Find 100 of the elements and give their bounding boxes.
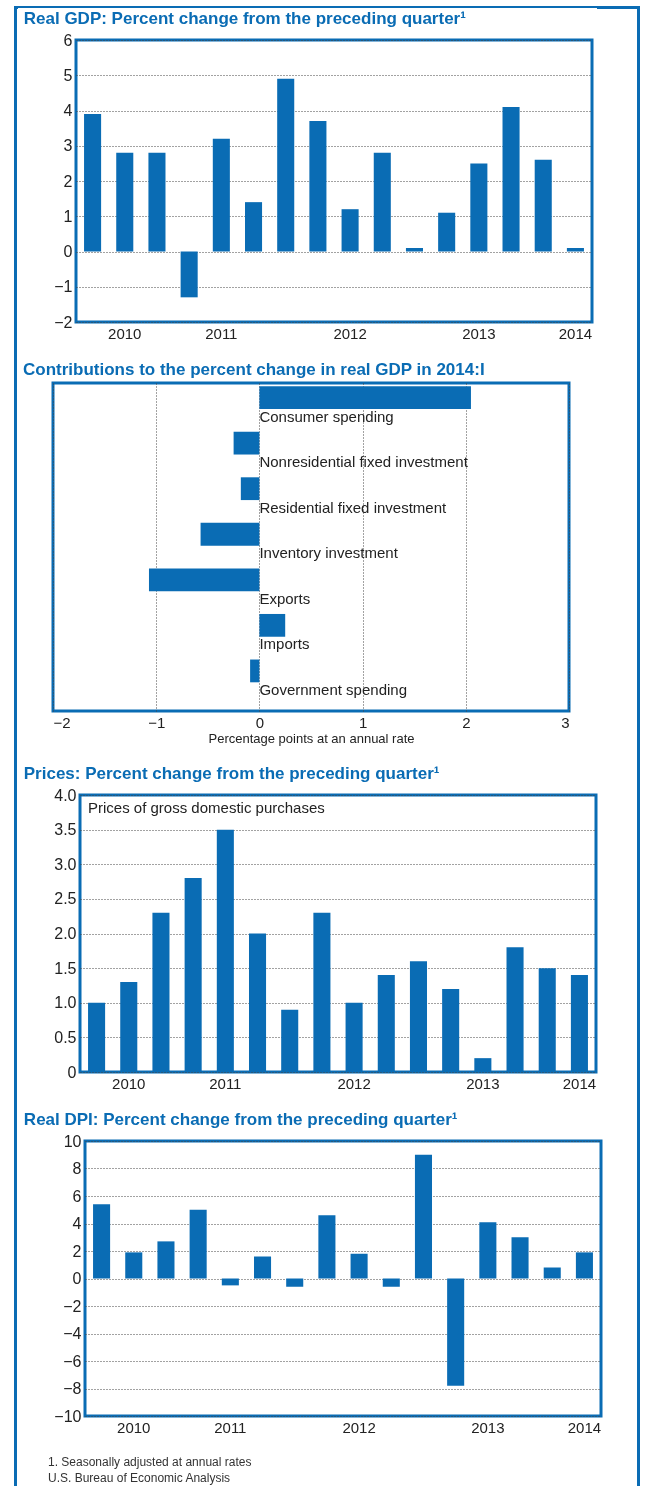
x-tick-label: 2010 [112, 1074, 146, 1092]
x-tick-label: 2014 [558, 324, 593, 342]
y-tick-label: 4 [72, 1215, 82, 1232]
x-axis-title: Percentage points at an annual rate [208, 730, 415, 746]
bar [382, 1278, 400, 1287]
bar [373, 152, 391, 252]
bar [511, 1237, 529, 1279]
x-tick-label: 3 [561, 713, 570, 731]
bar [148, 568, 260, 592]
bar [447, 1278, 465, 1386]
bar [502, 106, 520, 252]
bar [84, 114, 102, 252]
chart-title: Real GDP: Percent change from the preceding quarter¹ [23, 9, 467, 28]
bar [318, 1215, 336, 1279]
y-tick-label: 2 [63, 172, 73, 190]
bar [189, 1209, 207, 1279]
x-tick-label: 1 [358, 713, 368, 731]
chart-title: Prices: Percent change from the preceding quarter¹ [23, 764, 440, 783]
bar [116, 152, 134, 252]
bar [543, 1267, 561, 1279]
y-tick-label: −10 [54, 1407, 82, 1425]
y-tick-label: 0 [72, 1270, 82, 1287]
bar [254, 1256, 272, 1279]
y-tick-label: 1 [63, 207, 73, 225]
y-tick-label: 1.0 [54, 994, 77, 1012]
y-tick-label: 2.0 [54, 925, 77, 942]
y-tick-label: 1.5 [54, 959, 77, 977]
bar [438, 212, 456, 252]
bar [233, 431, 260, 455]
bar [250, 659, 260, 683]
x-tick-label: −1 [148, 713, 166, 731]
y-tick-label: 8 [72, 1160, 82, 1177]
bar [259, 386, 471, 409]
y-tick-label: 3.0 [54, 855, 77, 873]
x-tick-label: 2012 [337, 1074, 371, 1092]
x-tick-label: 2012 [342, 1418, 376, 1436]
bar [157, 1241, 175, 1279]
y-tick-label: 6 [63, 31, 73, 49]
y-tick-label: 6 [72, 1187, 82, 1205]
x-tick-label: 2013 [471, 1418, 505, 1436]
text: 1. Seasonally adjusted at annual rates [48, 1455, 253, 1469]
category-label: Inventory investment [259, 544, 398, 562]
x-tick-label: 0 [255, 713, 265, 731]
bar [125, 1252, 143, 1279]
y-tick-label: 2 [72, 1242, 82, 1260]
bar [245, 202, 263, 252]
category-label: Government spending [259, 680, 407, 698]
y-tick-label: −4 [63, 1325, 82, 1342]
bar [350, 1253, 368, 1279]
bar [148, 152, 166, 252]
x-tick-label: 2010 [117, 1418, 151, 1436]
bar [405, 247, 423, 252]
chart-title: Contributions to the percent change in real GDP in 2014:I [23, 360, 485, 379]
y-tick-label: −2 [54, 313, 73, 331]
bar [200, 522, 260, 546]
y-tick-label: 3.5 [54, 821, 77, 839]
bar [575, 1252, 593, 1279]
y-tick-label: 10 [63, 1132, 82, 1150]
y-tick-label: 2.5 [54, 890, 77, 908]
bar [259, 613, 286, 637]
x-tick-label: 2011 [209, 1074, 242, 1092]
x-tick-label: 2014 [562, 1074, 597, 1092]
bar [93, 1204, 111, 1279]
bar [212, 138, 230, 252]
bar [479, 1222, 497, 1279]
y-tick-label: −2 [63, 1297, 82, 1315]
x-tick-label: 2010 [108, 324, 142, 342]
category-label: Imports [259, 635, 310, 653]
y-tick-label: 0 [67, 1063, 77, 1081]
bar [341, 209, 359, 252]
x-tick-label: 2012 [333, 324, 367, 342]
bar [414, 1154, 432, 1279]
y-tick-label: 0.5 [54, 1028, 77, 1046]
bar [534, 159, 552, 252]
series-label: Prices of gross domestic purchases [88, 799, 325, 816]
y-tick-label: 4 [63, 102, 73, 119]
chart-title: Real DPI: Percent change from the preceding quarter¹ [23, 1110, 458, 1129]
y-tick-label: −1 [54, 278, 73, 296]
bar [566, 247, 584, 252]
category-label: Exports [259, 589, 311, 607]
x-tick-label: 2013 [466, 1074, 500, 1092]
bar [180, 251, 198, 298]
category-label: Residential fixed investment [259, 498, 447, 516]
y-tick-label: 5 [63, 66, 73, 84]
bar [277, 78, 295, 252]
x-tick-label: 2011 [205, 324, 238, 342]
y-tick-label: 3 [63, 137, 73, 155]
y-tick-label: −8 [63, 1380, 82, 1397]
x-tick-label: 2014 [567, 1418, 602, 1436]
bar [240, 477, 260, 501]
x-tick-label: 2011 [214, 1418, 247, 1436]
category-label: Consumer spending [259, 407, 394, 425]
x-tick-label: 2013 [462, 324, 496, 342]
x-tick-label: 2 [462, 713, 471, 731]
y-tick-label: 0 [63, 243, 73, 260]
text: U.S. Bureau of Economic Analysis [48, 1471, 232, 1485]
y-tick-label: −6 [63, 1352, 82, 1370]
bar [470, 163, 488, 252]
bar [309, 121, 327, 252]
y-tick-label: 4.0 [54, 786, 77, 804]
